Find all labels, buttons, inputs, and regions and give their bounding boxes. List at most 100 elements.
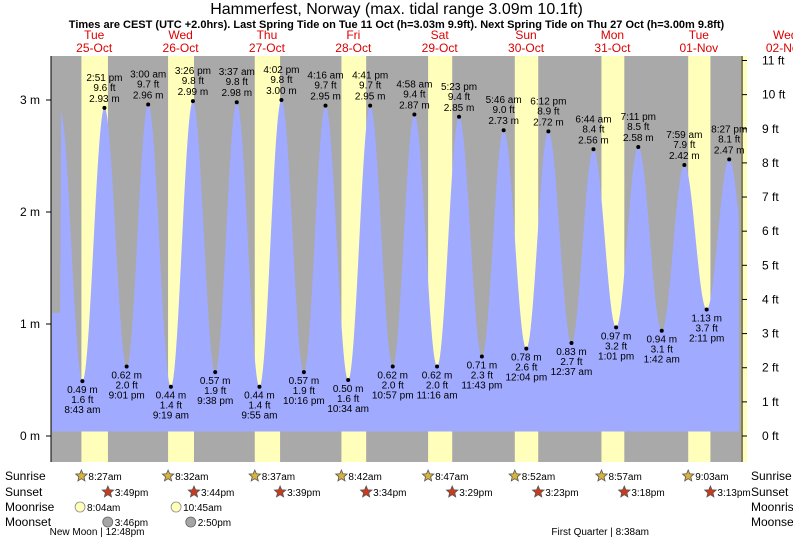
moonrise-time: 8:04am [87,503,120,514]
tide-m-label: 2.93 m [89,94,120,105]
tide-time-label: 6:44 am [575,114,611,125]
tide-time-label: 7:59 am [666,130,702,141]
tide-ft-label: 1.9 ft [293,386,315,397]
sunset-icon [187,484,201,498]
moon-phase-note: New Moon | 12:48pm [50,527,145,538]
tide-ft-label: 7.9 ft [673,140,695,151]
tide-time-label: 12:37 am [551,367,593,378]
sunset-icon [101,484,115,498]
y-tick-label-ft: 3 ft [762,327,779,341]
row-label-right-sunrise: Sunrise [751,469,792,483]
tide-m-label: 0.44 m [156,391,187,402]
moon-phase-note: First Quarter | 8:38am [551,527,649,538]
tide-extreme-point [257,384,262,389]
tide-extreme-point [301,370,306,375]
tide-ft-label: 8.4 ft [582,124,604,135]
sunset-time: 3:49pm [115,488,148,499]
day-date: 02-Nov [766,41,793,55]
day-date: 27-Oct [249,41,286,55]
tide-m-label: 3.00 m [266,86,297,97]
tide-ft-label: 2.7 ft [560,357,582,368]
tide-extreme-point [591,147,596,152]
tide-time-label: 9:19 am [153,411,189,422]
sunset-time: 3:29pm [459,488,492,499]
tide-m-label: 2.98 m [221,88,252,99]
daylight-band [741,56,747,462]
sunrise-icon [161,468,175,482]
tide-time-label: 5:46 am [486,95,522,106]
sunrise-time: 8:42am [348,472,381,483]
tide-ft-label: 9.4 ft [403,90,425,101]
sunset-icon [273,484,287,498]
tide-time-label: 1:01 pm [598,351,634,362]
tide-ft-label: 2.0 ft [382,381,404,392]
tide-extreme-point [124,364,129,369]
tide-time-label: 5:23 pm [441,82,477,93]
sunrise-time: 8:27am [88,472,121,483]
tide-extreme-point [168,384,173,389]
tide-extreme-point [146,102,151,107]
day-date: 31-Oct [594,41,631,55]
tide-time-label: 3:00 am [130,69,166,80]
tide-extreme-point [213,370,218,375]
sunset-time: 3:13pm [717,488,750,499]
tide-extreme-point [368,103,373,108]
tide-extreme-point [279,98,284,102]
tide-time-label: 11:16 am [417,391,458,402]
tide-time-label: 9:38 pm [197,396,233,407]
day-date: 26-Oct [163,41,200,55]
chart-subtitle: Times are CEST (UTC +2.0hrs). Last Sprin… [68,19,725,31]
tide-extreme-point [80,379,85,384]
tide-ft-label: 3.2 ft [605,341,627,352]
tide-m-label: 2.56 m [578,135,609,146]
day-date: 29-Oct [422,41,459,55]
chart-title: Hammerfest, Norway (max. tidal range 3.0… [210,1,583,18]
row-label-left-sunrise: Sunrise [5,469,46,483]
tide-time-label: 4:02 pm [263,65,299,76]
y-tick-label-ft: 10 ft [762,88,786,102]
tide-extreme-point [412,112,417,117]
tide-time-label: 8:27 pm [711,124,747,135]
y-tick-label-ft: 9 ft [762,122,779,136]
tide-m-label: 0.44 m [244,391,275,402]
moonrise-time: 10:45am [183,503,222,514]
row-label-left-moonrise: Moonrise [5,500,55,514]
tide-m-label: 2.58 m [623,133,654,144]
tide-ft-label: 9.8 ft [270,75,292,86]
tide-m-label: 0.62 m [111,371,142,382]
day-name: Tue [84,28,105,42]
y-tick-label-ft: 5 ft [762,258,779,272]
tide-ft-label: 8.9 ft [537,106,559,117]
moonrise-icon [170,501,182,513]
tide-time-label: 3:37 am [219,67,255,78]
tide-m-label: 2.42 m [669,151,700,162]
tide-ft-label: 1.6 ft [71,395,93,406]
tide-ft-label: 9.7 ft [359,81,381,92]
tide-time-label: 1:42 am [644,355,680,366]
y-tick-label-m: 3 m [20,93,40,107]
sunrise-icon [594,468,609,482]
moonset-icon [185,516,197,528]
tide-m-label: 0.50 m [333,384,364,395]
day-name: Sun [515,28,536,42]
y-tick-label-ft: 6 ft [762,224,779,238]
moonrise-icon [74,501,86,513]
tide-m-label: 2.87 m [399,101,430,112]
tide-extreme-point [323,103,328,108]
tide-extreme-point [457,114,462,119]
day-name: Fri [346,28,360,42]
day-name: Sat [431,28,450,42]
tide-ft-label: 9.7 ft [314,81,336,92]
tide-time-label: 2:51 pm [86,73,122,84]
tide-ft-label: 9.6 ft [93,83,115,94]
sunset-time: 3:23pm [545,488,578,499]
tide-extreme-point [659,328,664,333]
day-date: 28-Oct [335,41,372,55]
tide-ft-label: 8.5 ft [627,122,649,133]
day-name: Wed [773,28,793,42]
y-tick-label-ft: 2 ft [762,361,779,375]
sunset-icon [445,484,459,498]
tide-m-label: 0.49 m [67,385,98,396]
tide-extreme-point [524,346,529,351]
